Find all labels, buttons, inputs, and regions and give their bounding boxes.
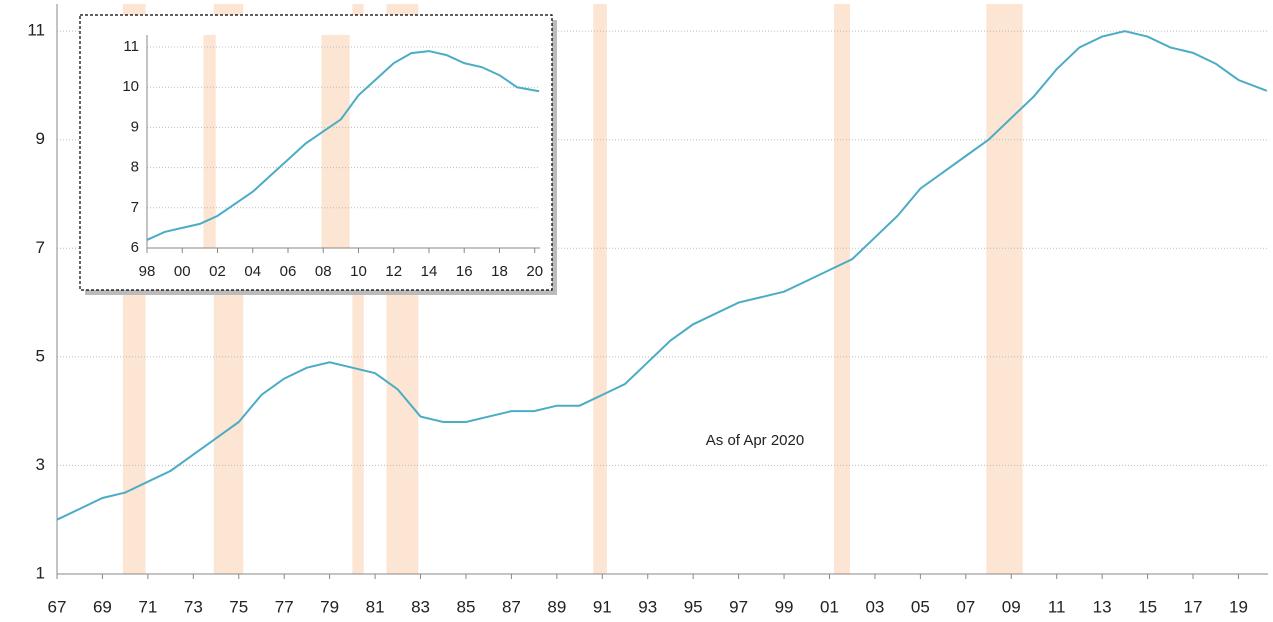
x-tick-label: 14 — [421, 263, 438, 280]
x-tick-label: 85 — [457, 597, 476, 616]
x-tick-label: 83 — [411, 597, 430, 616]
annotation: As of Apr 2020 — [706, 432, 804, 449]
y-tick-label: 10 — [122, 78, 139, 95]
x-tick-label: 71 — [138, 597, 157, 616]
y-tick-label: 3 — [36, 455, 45, 474]
x-tick-label: 03 — [865, 597, 884, 616]
recession-band — [834, 4, 850, 574]
x-tick-label: 69 — [93, 597, 112, 616]
x-tick-label: 77 — [275, 597, 294, 616]
x-tick-label: 05 — [911, 597, 930, 616]
y-tick-label: 11 — [27, 21, 45, 40]
x-tick-label: 79 — [320, 597, 339, 616]
x-tick-label: 20 — [526, 263, 543, 280]
x-tick-label: 19 — [1229, 597, 1248, 616]
recession-band — [321, 35, 350, 248]
recession-band — [986, 4, 1023, 574]
x-tick-label: 18 — [491, 263, 508, 280]
x-tick-label: 98 — [139, 263, 156, 280]
y-tick-label: 9 — [131, 118, 139, 135]
recession-band — [593, 4, 607, 574]
x-tick-label: 07 — [956, 597, 975, 616]
x-tick-label: 10 — [350, 263, 367, 280]
data-line — [146, 50, 540, 241]
x-tick-label: 73 — [184, 597, 203, 616]
x-tick-label: 97 — [729, 597, 748, 616]
x-tick-label: 13 — [1093, 597, 1112, 616]
y-tick-label: 7 — [131, 199, 139, 216]
x-tick-label: 17 — [1184, 597, 1203, 616]
inset-chart: 6 7 8 9 10 11 98 00 02 04 06 08 10 12 14 16 18 20 — [122, 35, 543, 280]
recession-band — [203, 35, 216, 248]
y-tick-label: 11 — [123, 38, 139, 55]
y-tick-label: 6 — [131, 239, 139, 256]
x-tick-label: 75 — [229, 597, 248, 616]
x-tick-label: 00 — [174, 263, 191, 280]
x-tick-label: 99 — [775, 597, 794, 616]
y-tick-label: 8 — [131, 159, 139, 176]
y-tick-label: 1 — [36, 563, 45, 582]
x-tick-label: 06 — [280, 263, 297, 280]
data-line — [56, 30, 1268, 521]
x-tick-label: 01 — [820, 597, 839, 616]
x-tick-label: 02 — [209, 263, 226, 280]
x-tick-label: 89 — [547, 597, 566, 616]
x-tick-label: 95 — [684, 597, 703, 616]
x-tick-label: 11 — [1048, 597, 1066, 616]
x-tick-label: 67 — [48, 597, 67, 616]
x-tick-label: 12 — [385, 263, 402, 280]
inset-frame — [79, 14, 553, 291]
y-tick-label: 5 — [36, 346, 45, 365]
x-tick-label: 09 — [1002, 597, 1021, 616]
y-tick-label: 9 — [36, 129, 45, 148]
x-tick-label: 04 — [244, 263, 261, 280]
x-tick-label: 91 — [593, 597, 612, 616]
x-tick-label: 15 — [1138, 597, 1157, 616]
x-tick-label: 81 — [366, 597, 385, 616]
x-tick-label: 16 — [456, 263, 473, 280]
x-tick-label: 87 — [502, 597, 521, 616]
x-tick-label: 93 — [638, 597, 657, 616]
x-tick-label: 08 — [315, 263, 332, 280]
y-tick-label: 7 — [36, 238, 45, 257]
